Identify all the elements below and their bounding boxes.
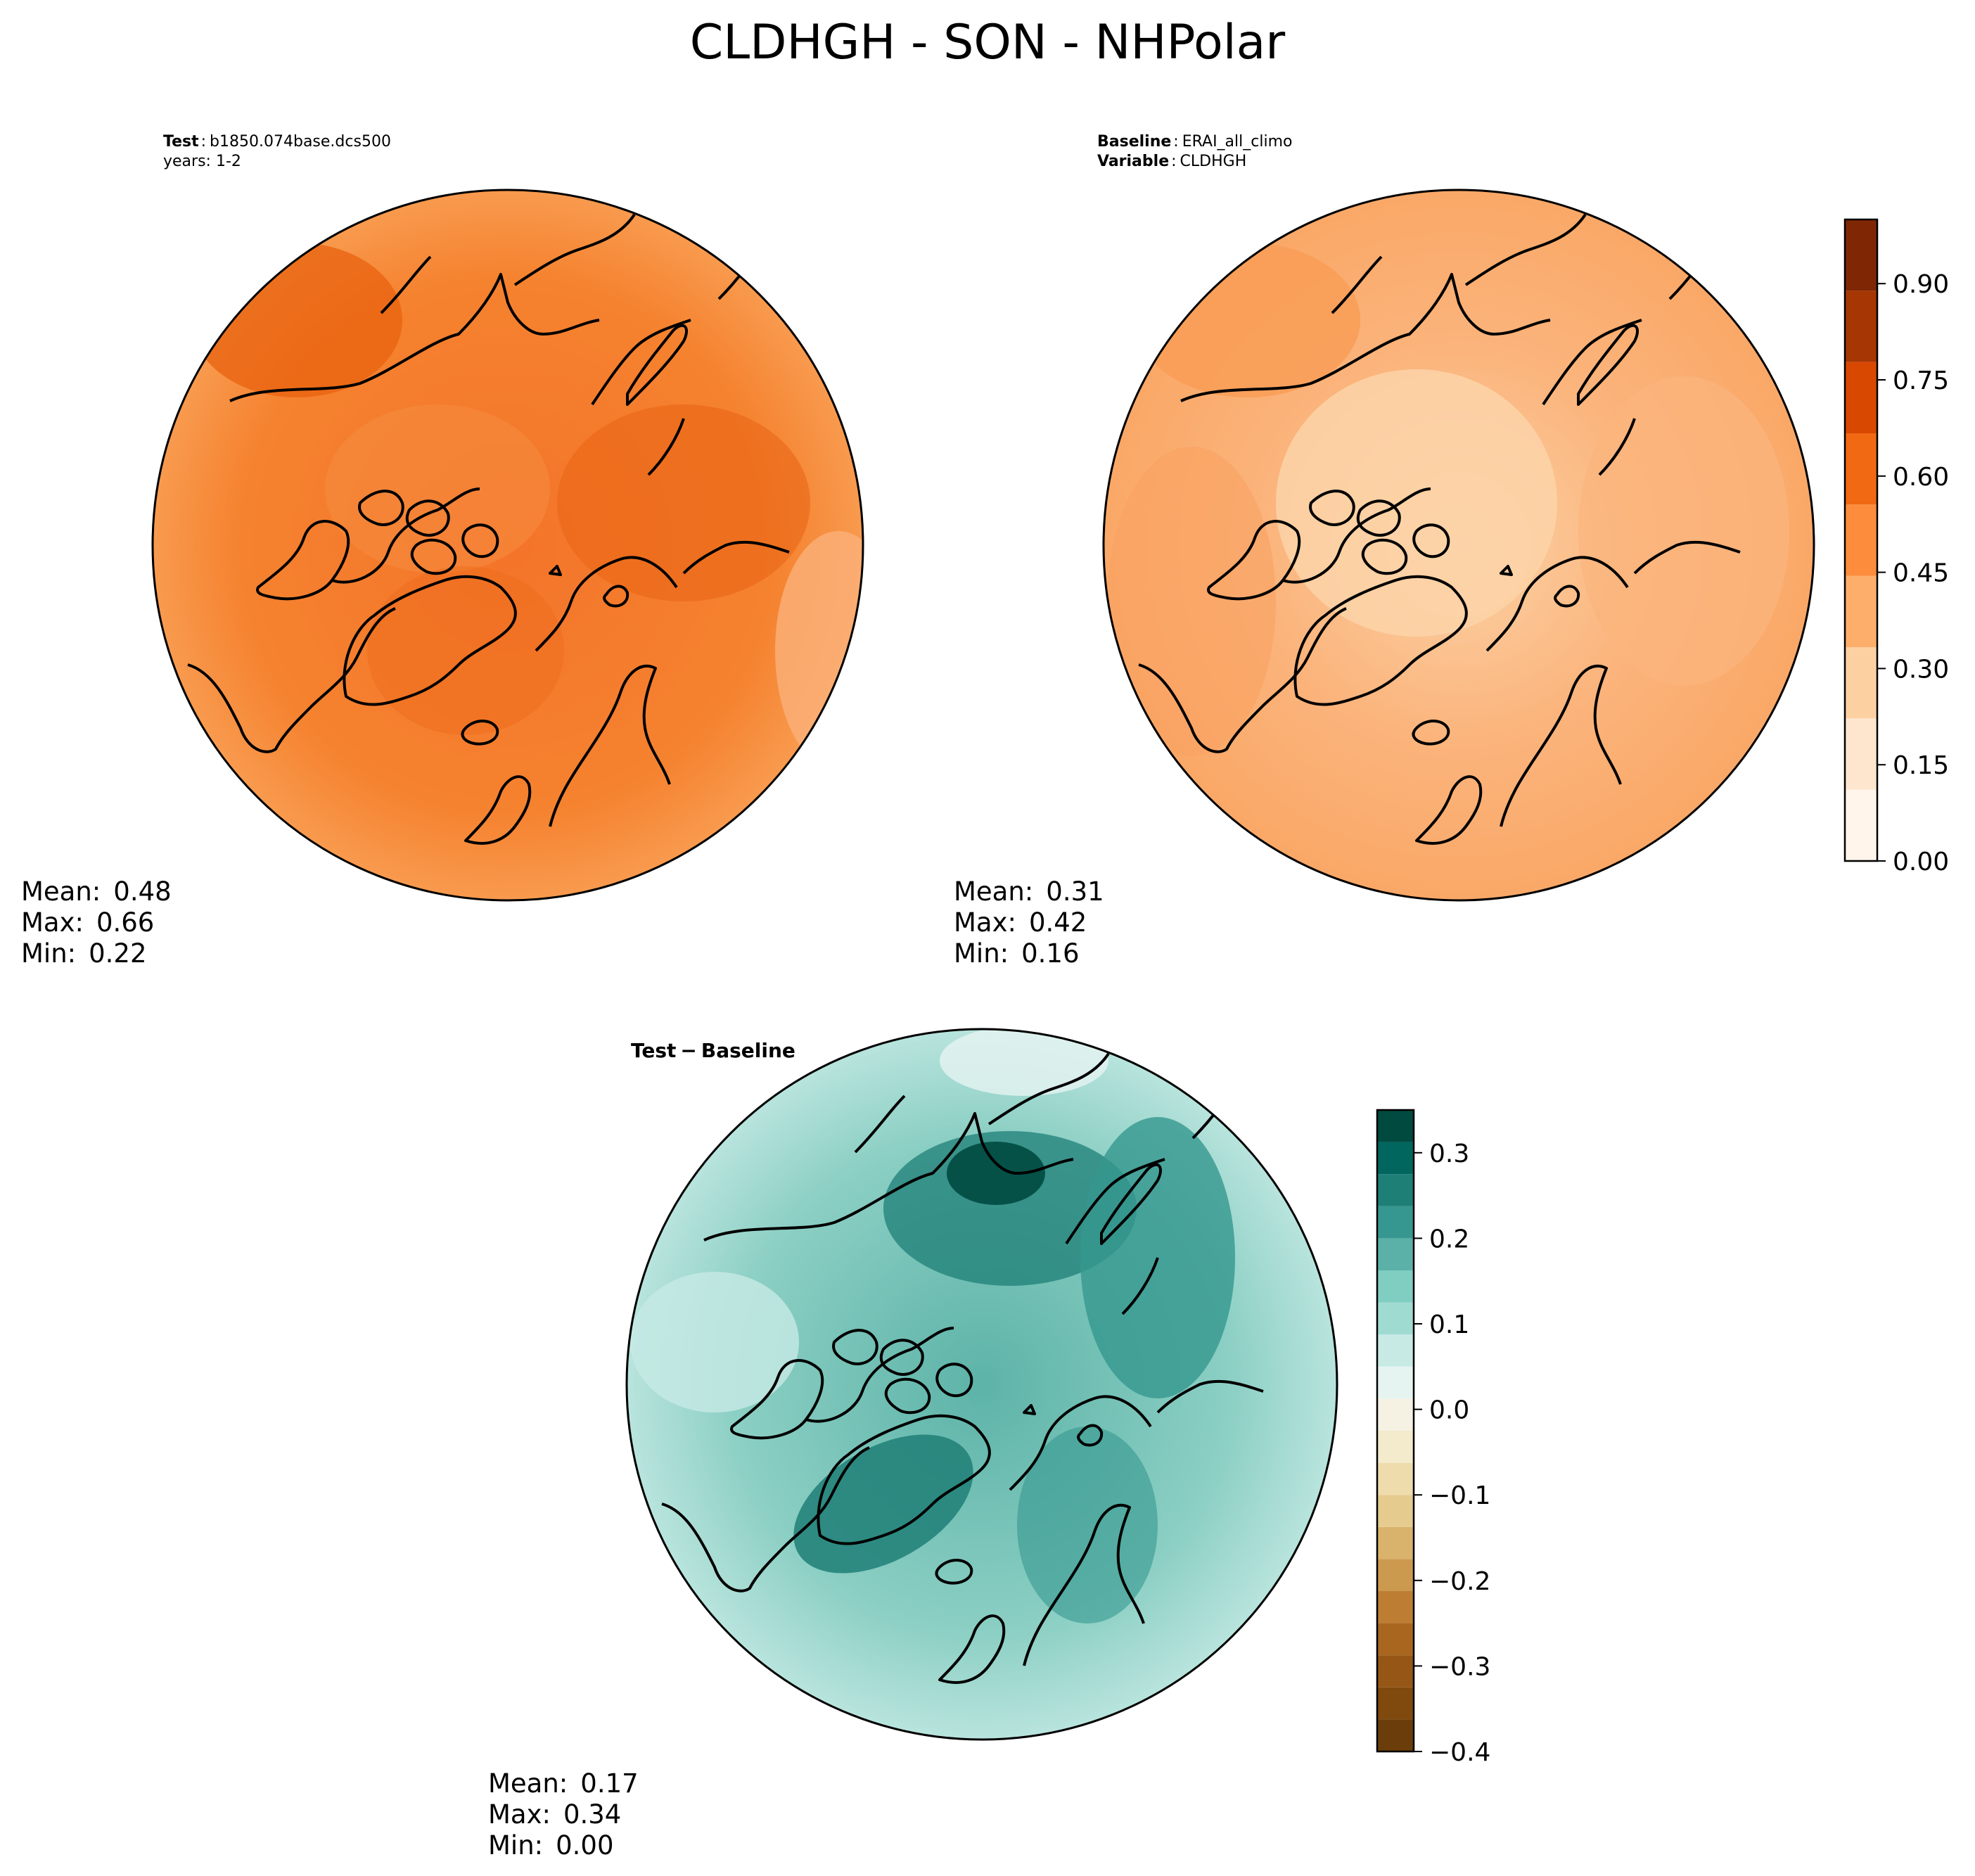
difference-map-shade [1017, 1427, 1158, 1623]
baseline-colorbar-segment [1845, 433, 1877, 505]
baseline-header-case: ERAI_all_climo [1182, 133, 1293, 151]
baseline-map-shade [1276, 369, 1557, 637]
difference-colorbar: −0.4 −0.3 −0.2 −0.1 0.0 0.1 0.2 0.3 [1376, 1109, 1490, 1767]
test-map-shade [775, 531, 863, 770]
difference-colorbar-segment [1377, 1302, 1414, 1335]
baseline-colorbar-segment [1845, 647, 1877, 719]
test-stat-mean: Mean: 0.48 [21, 876, 172, 907]
difference-map-shade [630, 1272, 799, 1412]
difference-colorbar-tick-label: 0.1 [1429, 1310, 1469, 1339]
baseline-header-sep2: : [1171, 153, 1176, 170]
difference-colorbar-frame [1376, 1109, 1415, 1753]
difference-colorbar-segment [1377, 1655, 1414, 1687]
baseline-colorbar-tick-label: 0.45 [1893, 559, 1949, 588]
difference-colorbar-segment [1377, 1238, 1414, 1270]
baseline-colorbar-segment [1845, 219, 1877, 291]
difference-colorbar-tick-label: −0.2 [1429, 1567, 1490, 1596]
baseline-stat-min: Min: 0.16 [954, 938, 1080, 969]
baseline-colorbar-segment [1845, 504, 1877, 576]
difference-colorbar-segment [1377, 1142, 1414, 1175]
difference-title: Test − Baseline [631, 1039, 795, 1062]
test-map-shade [557, 404, 810, 601]
panel-test: Test: b1850.074base.dcs500 years: 1-2 Mea… [21, 133, 864, 969]
test-map [151, 189, 864, 902]
test-stat-min: Min: 0.22 [21, 938, 147, 969]
difference-colorbar-segment [1377, 1559, 1414, 1591]
test-header-label: Test [163, 133, 199, 151]
difference-map [625, 1028, 1338, 1741]
test-header-line1: Test: b1850.074base.dcs500 [163, 133, 391, 151]
baseline-colorbar-segment [1845, 291, 1877, 362]
baseline-header-sep: : [1173, 133, 1178, 151]
baseline-map-shade [1578, 376, 1789, 686]
test-map-shade [191, 243, 402, 397]
baseline-colorbar-tick-label: 0.00 [1893, 848, 1949, 876]
baseline-colorbar-tick-label: 0.90 [1893, 270, 1949, 299]
baseline-header-variable-label: Variable [1097, 153, 1169, 170]
difference-colorbar-tick-label: 0.3 [1429, 1140, 1469, 1168]
difference-colorbar-tick-label: 0.2 [1429, 1225, 1469, 1253]
baseline-colorbar-tick-label: 0.75 [1893, 366, 1949, 395]
difference-map-shade [793, 1434, 973, 1574]
difference-colorbar-segment [1377, 1270, 1414, 1303]
difference-colorbar-segment [1377, 1174, 1414, 1206]
baseline-colorbar-tick-label: 0.30 [1893, 655, 1949, 684]
difference-map-shade [947, 1142, 1045, 1205]
test-map-boundary [151, 189, 864, 902]
baseline-stat-max: Max: 0.42 [954, 907, 1087, 938]
test-header-sep: : [201, 133, 206, 151]
difference-colorbar-tick-label: −0.1 [1429, 1481, 1490, 1510]
difference-map-shade [883, 1131, 1137, 1286]
difference-stat-max: Max: 0.34 [488, 1799, 621, 1830]
figure-title: CLDHGH - SON - NHPolar [690, 15, 1286, 70]
baseline-stat-mean: Mean: 0.31 [954, 876, 1104, 907]
test-stat-max: Max: 0.66 [21, 907, 154, 938]
baseline-colorbar: 0.00 0.15 0.30 0.45 0.60 0.75 0.90 [1843, 218, 1949, 876]
baseline-colorbar-segment [1845, 362, 1877, 433]
baseline-colorbar-tick-label: 0.60 [1893, 463, 1949, 492]
test-map-shade [325, 404, 550, 573]
test-map-shade [367, 566, 564, 735]
difference-colorbar-segment [1377, 1462, 1414, 1495]
panel-difference: Test − Baseline Mean: 0.17 Max: 0.34 Min: 0.0… [488, 1028, 1490, 1861]
baseline-header-line2: Variable: CLDHGH [1097, 153, 1246, 170]
baseline-colorbar-frame [1843, 218, 1879, 862]
difference-colorbar-tick-label: −0.3 [1429, 1652, 1490, 1681]
difference-map-boundary [625, 1028, 1338, 1741]
baseline-header-variable: CLDHGH [1180, 153, 1247, 170]
difference-colorbar-segment [1377, 1366, 1414, 1399]
baseline-colorbar-segment [1845, 789, 1877, 861]
baseline-map-shade [1135, 243, 1360, 397]
difference-colorbar-segment [1377, 1431, 1414, 1463]
baseline-colorbar-segment [1845, 575, 1877, 647]
baseline-map-shade [1107, 447, 1276, 756]
difference-colorbar-segment [1377, 1591, 1414, 1623]
difference-colorbar-segment [1377, 1334, 1414, 1367]
baseline-colorbar-segment [1845, 718, 1877, 790]
difference-colorbar-tick-label: −0.4 [1429, 1738, 1490, 1767]
difference-colorbar-segment [1377, 1110, 1414, 1142]
baseline-map-boundary [1102, 189, 1815, 902]
baseline-colorbar-tick-label: 0.15 [1893, 751, 1949, 780]
difference-colorbar-segment [1377, 1623, 1414, 1656]
difference-stat-mean: Mean: 0.17 [488, 1768, 639, 1799]
difference-stat-min: Min: 0.00 [488, 1830, 614, 1861]
difference-map-shade [940, 1029, 1108, 1096]
difference-colorbar-segment [1377, 1526, 1414, 1559]
difference-colorbar-segment [1377, 1495, 1414, 1527]
difference-colorbar-segment [1377, 1719, 1414, 1751]
difference-colorbar-segment [1377, 1687, 1414, 1720]
baseline-map [1102, 189, 1815, 902]
test-header-years: years: 1-2 [163, 153, 241, 170]
difference-colorbar-segment [1377, 1398, 1414, 1431]
test-header-case: b1850.074base.dcs500 [210, 133, 391, 151]
baseline-header-label: Baseline [1097, 133, 1171, 151]
difference-colorbar-tick-label: 0.0 [1429, 1396, 1469, 1425]
panel-baseline: Baseline: ERAI_all_climo Variable: CLDHGH … [954, 133, 1949, 969]
baseline-header-line1: Baseline: ERAI_all_climo [1097, 133, 1292, 151]
difference-colorbar-segment [1377, 1206, 1414, 1239]
